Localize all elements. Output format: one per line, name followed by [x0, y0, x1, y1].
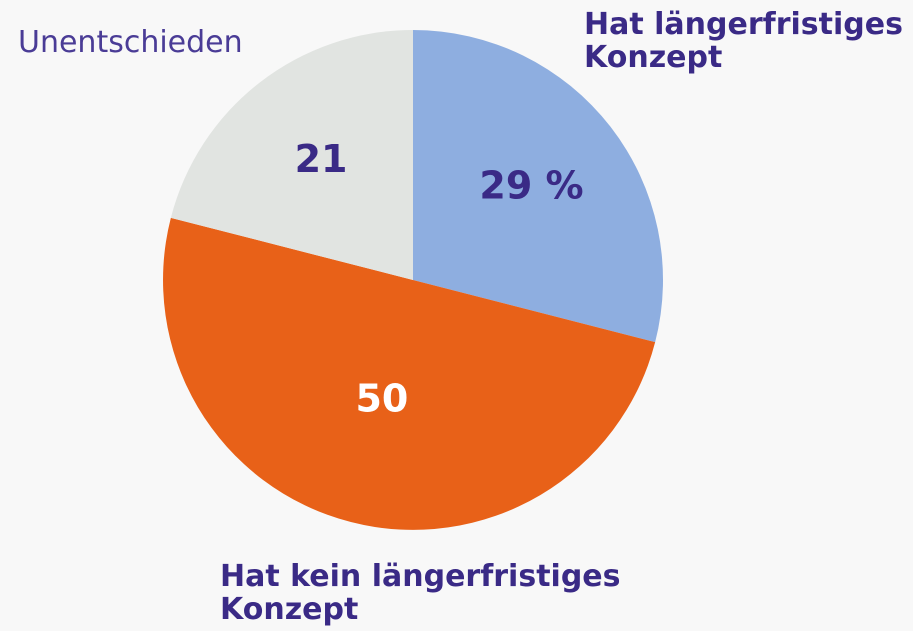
- value-label: 21: [295, 137, 348, 181]
- category-label: Hat längerfristiges Konzept: [584, 7, 903, 75]
- category-label: Hat kein längerfristiges Konzept: [220, 559, 621, 627]
- value-label: 29 %: [479, 164, 583, 208]
- category-label: Unentschieden: [18, 25, 243, 60]
- pie-slice: [163, 217, 656, 530]
- value-label: 50: [355, 377, 408, 421]
- pie-slice: [413, 30, 663, 343]
- pie-slice: [170, 30, 413, 280]
